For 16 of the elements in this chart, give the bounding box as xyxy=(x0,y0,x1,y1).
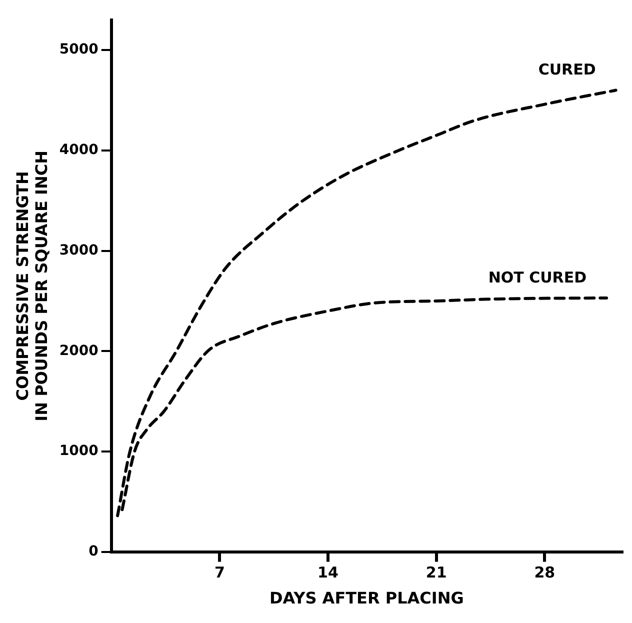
x-tick-label: 21 xyxy=(426,564,447,582)
y-tick-label: 1000 xyxy=(59,443,99,460)
y-tick-label: 3000 xyxy=(59,242,99,258)
x-tick-label: 14 xyxy=(318,564,338,582)
x-axis-title: DAYS AFTER PLACING xyxy=(269,588,464,608)
y-tick-label: 4000 xyxy=(59,142,99,158)
y-tick-label: 5000 xyxy=(59,42,99,58)
series-label: NOT CURED xyxy=(488,268,587,286)
y-tick-label: 0 xyxy=(88,543,99,560)
x-tick-label: 28 xyxy=(534,564,556,582)
line-series xyxy=(120,296,608,512)
y-tick-label: 2000 xyxy=(59,342,99,359)
series-label: CURED xyxy=(538,60,596,79)
x-tick-label: 7 xyxy=(214,564,225,582)
y-axis-title: COMPRESSIVE STRENGTH IN POUNDS PER SQUARE INCH xyxy=(12,150,51,422)
line-series xyxy=(116,88,618,518)
